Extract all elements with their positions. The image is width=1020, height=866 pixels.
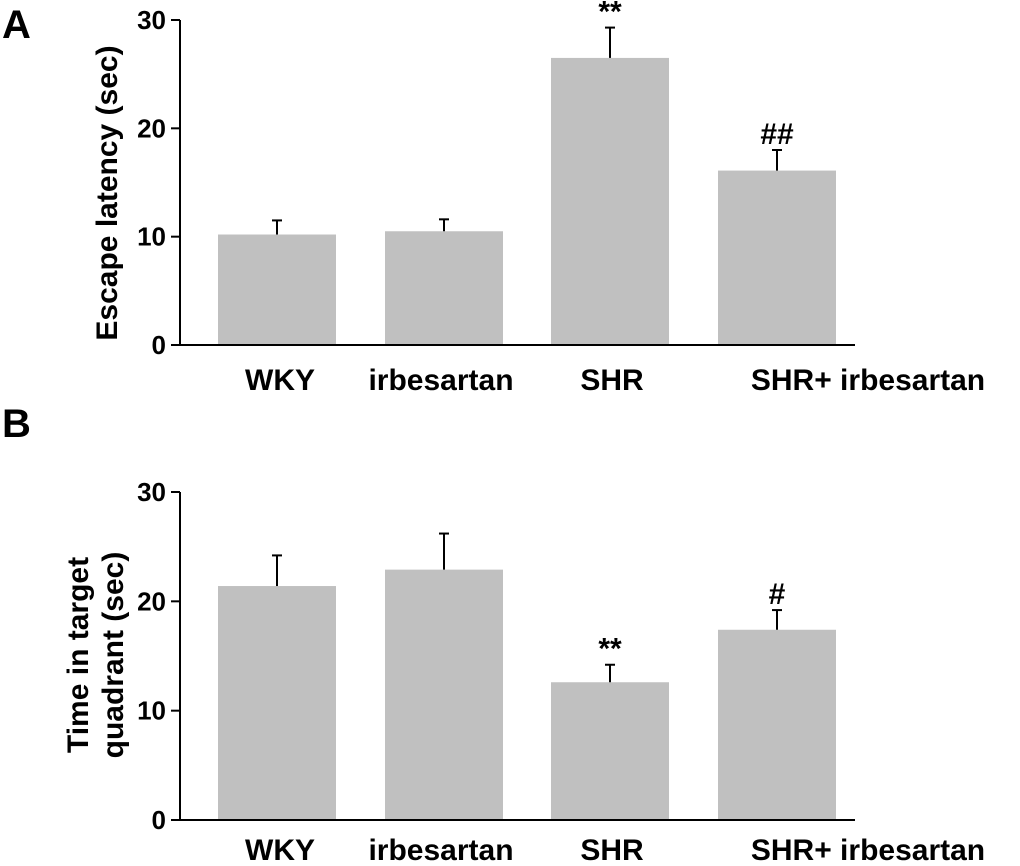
panel-a-category-label-2: SHR	[580, 364, 644, 397]
panel-a-category-label-1: irbesartan	[368, 364, 513, 397]
panel-a-category-label-3: SHR+ irbesartan	[751, 364, 985, 397]
panel-a-y-axis-title: Escape latency (sec)	[91, 45, 124, 340]
panel-b-y-axis-title-line-1: Time in target	[62, 557, 95, 753]
panel-a-bar-1	[385, 231, 503, 345]
panel-b-bar-1	[385, 569, 503, 820]
panel-b-category-label-0: WKY	[245, 834, 315, 866]
panel-a-y-tick-label-2: 20	[137, 113, 166, 143]
panel-b-significance-3: #	[769, 578, 786, 611]
panel-a-significance-3: ##	[760, 118, 794, 151]
panel-b-bar-0	[218, 586, 336, 820]
panel-b-chart: B Time in target quadrant (sec) ** #0 10 20…	[2, 402, 985, 866]
panel-a-label: A	[2, 3, 31, 47]
panel-b-significance-2: **	[598, 633, 622, 666]
panel-b-category-label-2: SHR	[580, 834, 644, 866]
panel-b-y-tick-label-2: 20	[137, 586, 166, 616]
panel-b-y-axis-title-line-2: quadrant (sec)	[97, 552, 130, 759]
panel-a-significance-2: **	[598, 0, 622, 29]
panel-a-bar-0	[218, 234, 336, 345]
panel-a-y-tick-label-1: 10	[137, 222, 166, 252]
panel-b-y-tick-label-1: 10	[137, 696, 166, 726]
panel-a-y-tick-label-3: 30	[137, 5, 166, 35]
panel-b-category-label-3: SHR+ irbesartan	[751, 834, 985, 866]
panel-b-label: B	[2, 402, 31, 446]
panel-a-y-tick-label-0: 0	[152, 330, 166, 360]
panel-a-chart: A Escape latency (sec) ** ## 0 10 20 30 WKY irb…	[2, 0, 985, 397]
panel-b-bar-3	[718, 629, 836, 820]
panel-a-category-label-0: WKY	[245, 364, 315, 397]
panel-b-category-label-1: irbesartan	[368, 834, 513, 866]
panel-a-bar-2	[551, 57, 669, 346]
panel-b-bar-2	[551, 682, 669, 820]
panel-b-y-tick-label-0: 0	[152, 805, 166, 835]
panel-b-y-tick-label-3: 30	[137, 477, 166, 507]
panel-a-bar-3	[718, 170, 836, 345]
